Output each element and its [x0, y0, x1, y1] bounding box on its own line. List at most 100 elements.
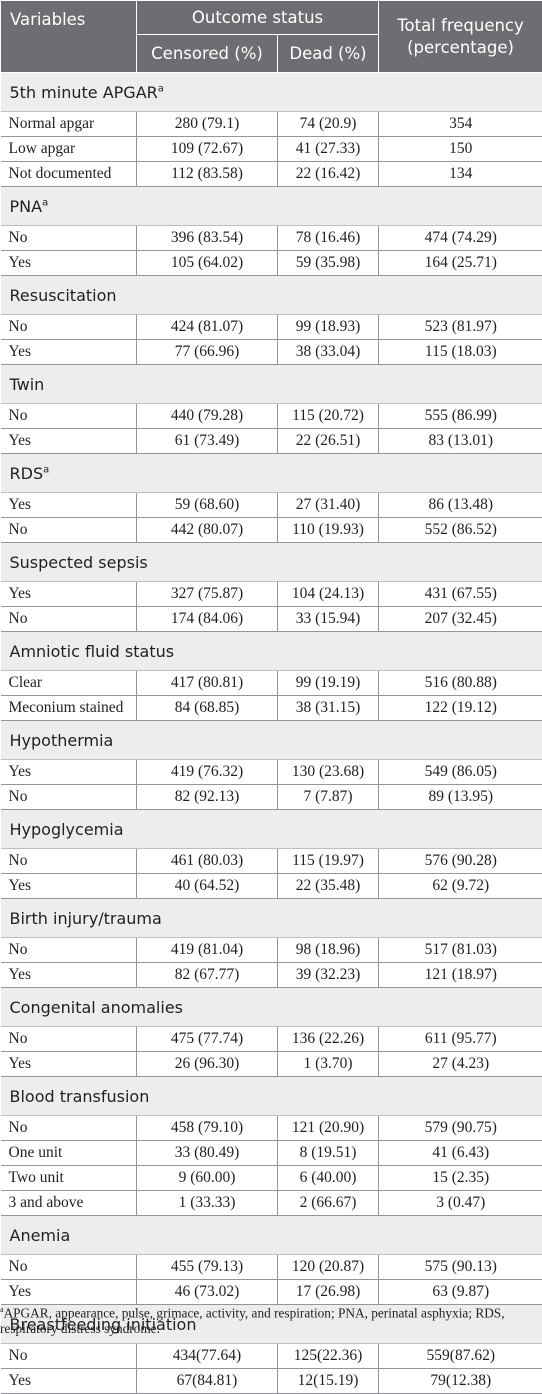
- dead-cell: 22 (16.42): [278, 162, 379, 187]
- row-label: Clear: [1, 671, 137, 696]
- header-total-frequency: Total frequency (percentage): [379, 1, 542, 73]
- total-cell: 523 (81.97): [379, 315, 542, 340]
- group-header-row: Suspected sepsis: [1, 543, 542, 582]
- dead-cell: 38 (33.04): [278, 340, 379, 365]
- total-cell: 15 (2.35): [379, 1166, 542, 1191]
- row-label: Yes: [1, 1052, 137, 1077]
- censored-cell: 82 (92.13): [137, 785, 278, 810]
- table-header: Variables Outcome status Total frequency…: [1, 1, 542, 73]
- group-label-text: Resuscitation: [10, 286, 117, 305]
- group-label-text: PNA: [10, 197, 43, 216]
- dead-cell: 120 (20.87): [278, 1255, 379, 1280]
- dead-cell: 115 (20.72): [278, 404, 379, 429]
- total-cell: 354: [379, 112, 542, 137]
- censored-cell: 434(77.64): [137, 1344, 278, 1369]
- footnote-marker: a: [158, 83, 164, 94]
- row-label: No: [1, 1116, 137, 1141]
- group-header-row: Hypothermia: [1, 721, 542, 760]
- censored-cell: 396 (83.54): [137, 226, 278, 251]
- row-label: Yes: [1, 251, 137, 276]
- censored-cell: 461 (80.03): [137, 849, 278, 874]
- row-label: Yes: [1, 429, 137, 454]
- dead-cell: 7 (7.87): [278, 785, 379, 810]
- censored-cell: 82 (67.77): [137, 963, 278, 988]
- group-label: Resuscitation: [1, 276, 542, 315]
- row-label: Low apgar: [1, 137, 137, 162]
- censored-cell: 105 (64.02): [137, 251, 278, 276]
- total-cell: 516 (80.88): [379, 671, 542, 696]
- group-label: Congenital anomalies: [1, 988, 542, 1027]
- dead-cell: 136 (22.26): [278, 1027, 379, 1052]
- dead-cell: 74 (20.9): [278, 112, 379, 137]
- group-label-text: Hypothermia: [10, 731, 114, 750]
- censored-cell: 84 (68.85): [137, 696, 278, 721]
- group-label-text: Twin: [10, 375, 45, 394]
- dead-cell: 1 (3.70): [278, 1052, 379, 1077]
- dead-cell: 22 (35.48): [278, 874, 379, 899]
- row-label: Yes: [1, 1280, 137, 1305]
- censored-cell: 77 (66.96): [137, 340, 278, 365]
- dead-cell: 104 (24.13): [278, 582, 379, 607]
- row-label: No: [1, 404, 137, 429]
- row-label: No: [1, 518, 137, 543]
- header-outcome-status: Outcome status: [137, 1, 379, 35]
- total-cell: 559(87.62): [379, 1344, 542, 1369]
- header-censored: Censored (%): [137, 35, 278, 73]
- row-label: No: [1, 607, 137, 632]
- total-cell: 575 (90.13): [379, 1255, 542, 1280]
- group-label: Blood transfusion: [1, 1077, 542, 1116]
- censored-cell: 475 (77.74): [137, 1027, 278, 1052]
- group-label-text: 5th minute APGAR: [10, 83, 158, 102]
- group-header-row: Birth injury/trauma: [1, 899, 542, 938]
- group-header-row: Blood transfusion: [1, 1077, 542, 1116]
- dead-cell: 33 (15.94): [278, 607, 379, 632]
- total-cell: 115 (18.03): [379, 340, 542, 365]
- dead-cell: 125(22.36): [278, 1344, 379, 1369]
- group-label-text: Suspected sepsis: [10, 553, 148, 572]
- total-cell: 121 (18.97): [379, 963, 542, 988]
- total-cell: 62 (9.72): [379, 874, 542, 899]
- censored-cell: 109 (72.67): [137, 137, 278, 162]
- dead-cell: 130 (23.68): [278, 760, 379, 785]
- row-label: Yes: [1, 582, 137, 607]
- dead-cell: 27 (31.40): [278, 493, 379, 518]
- row-label: Two unit: [1, 1166, 137, 1191]
- row-label: No: [1, 785, 137, 810]
- total-cell: 517 (81.03): [379, 938, 542, 963]
- total-cell: 79(12.38): [379, 1369, 542, 1394]
- total-cell: 150: [379, 137, 542, 162]
- censored-cell: 1 (33.33): [137, 1191, 278, 1216]
- total-cell: 89 (13.95): [379, 785, 542, 810]
- dead-cell: 59 (35.98): [278, 251, 379, 276]
- censored-cell: 455 (79.13): [137, 1255, 278, 1280]
- group-label: Birth injury/trauma: [1, 899, 542, 938]
- dead-cell: 22 (26.51): [278, 429, 379, 454]
- total-cell: 3 (0.47): [379, 1191, 542, 1216]
- total-cell: 611 (95.77): [379, 1027, 542, 1052]
- censored-cell: 26 (96.30): [137, 1052, 278, 1077]
- dead-cell: 98 (18.96): [278, 938, 379, 963]
- total-cell: 41 (6.43): [379, 1141, 542, 1166]
- censored-cell: 424 (81.07): [137, 315, 278, 340]
- censored-cell: 417 (80.81): [137, 671, 278, 696]
- group-label: Twin: [1, 365, 542, 404]
- row-label: Yes: [1, 340, 137, 365]
- group-label-text: Anemia: [10, 1226, 71, 1245]
- dead-cell: 39 (32.23): [278, 963, 379, 988]
- total-cell: 86 (13.48): [379, 493, 542, 518]
